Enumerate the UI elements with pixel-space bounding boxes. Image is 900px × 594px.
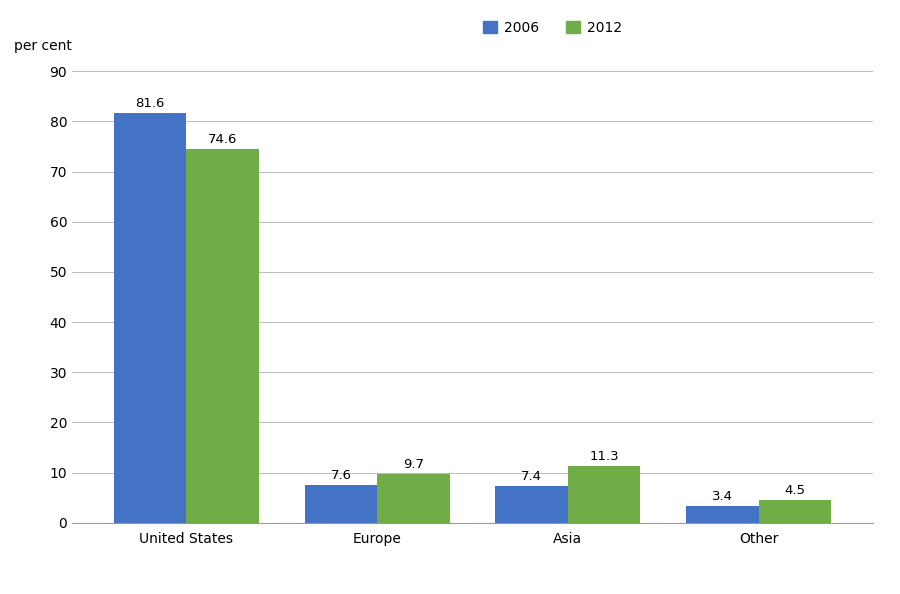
Text: 74.6: 74.6 (208, 132, 238, 146)
Text: per cent: per cent (14, 39, 71, 53)
Bar (305, 485, 377, 523)
Bar (759, 500, 831, 523)
Text: 4.5: 4.5 (784, 484, 806, 497)
Bar (186, 148, 259, 523)
Text: 7.6: 7.6 (330, 469, 351, 482)
Text: 7.4: 7.4 (521, 470, 542, 482)
Text: 3.4: 3.4 (712, 489, 733, 503)
Text: 9.7: 9.7 (403, 458, 424, 471)
Bar (568, 466, 640, 523)
Bar (686, 505, 759, 523)
Bar (114, 113, 186, 523)
Text: 11.3: 11.3 (590, 450, 619, 463)
Bar (495, 486, 568, 523)
Text: 81.6: 81.6 (136, 97, 165, 110)
Bar (377, 474, 450, 523)
Legend: 2006, 2012: 2006, 2012 (477, 15, 628, 40)
